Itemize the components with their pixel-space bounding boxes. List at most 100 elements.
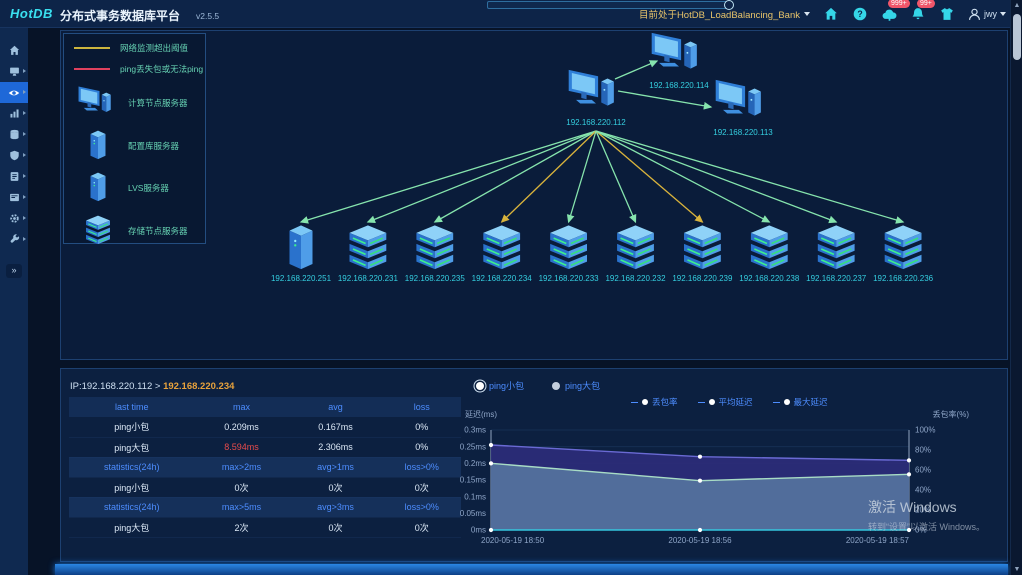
svg-text:80%: 80% [915, 446, 931, 455]
node-ip-label: 192.168.220.113 [713, 128, 773, 137]
scrollbar-thumb[interactable] [1013, 14, 1021, 60]
cluster-selector[interactable]: 目前处于HotDB_LoadBalancing_Bank [639, 7, 810, 21]
server-node[interactable] [349, 225, 387, 270]
monitor-detail-panel: IP:192.168.220.112 > 192.168.220.234 las… [60, 368, 1008, 562]
question-icon: ? [853, 7, 867, 21]
scroll-down-icon[interactable]: ▼ [1013, 566, 1021, 573]
stats-row: ping大包 8.594ms 2.306ms 0% [69, 437, 461, 458]
svg-text:0.15ms: 0.15ms [460, 476, 486, 485]
compute-node[interactable] [715, 79, 761, 116]
wrench-icon [10, 234, 19, 243]
version-label: v2.5.5 [196, 11, 220, 21]
submenu-caret-icon [23, 153, 26, 157]
topology-panel: 192.168.220.112 192.168.220.114 192.168.22… [60, 30, 1008, 360]
scroll-up-icon[interactable]: ▲ [1013, 2, 1021, 9]
stats-cell: loss>0% [382, 497, 461, 518]
svg-text:40%: 40% [915, 486, 931, 495]
ping-stats-table: last time max avg loss ping小包 0.209ms 0.167ms… [69, 397, 461, 538]
submenu-caret-icon [23, 174, 26, 178]
radio-ping-small[interactable]: ping小包 [476, 379, 524, 392]
sidebar-item-charts[interactable] [0, 103, 28, 124]
svg-text:0%: 0% [915, 526, 927, 535]
sidebar-item-console[interactable] [0, 187, 28, 208]
server-node[interactable] [817, 225, 855, 270]
svg-text:0ms: 0ms [471, 526, 486, 535]
theme-button[interactable] [939, 6, 955, 22]
svg-text:延迟(ms): 延迟(ms) [465, 409, 497, 419]
legend-loss-rate[interactable]: 丢包率 [631, 396, 678, 408]
sidebar-collapse-button[interactable]: » [6, 264, 22, 278]
node-ip-label: 192.168.220.234 [472, 274, 533, 283]
legend-label: 配置库服务器 [128, 141, 180, 151]
server-node[interactable] [884, 225, 922, 270]
svg-text:2020-05-19 18:57: 2020-05-19 18:57 [846, 536, 910, 545]
bell-icon [912, 8, 924, 20]
server-node[interactable] [617, 225, 654, 270]
server-node[interactable] [750, 225, 788, 270]
submenu-caret-icon [23, 132, 26, 136]
home-button[interactable] [823, 6, 839, 22]
zoom-slider-knob[interactable] [724, 0, 734, 10]
monitor-icon [9, 67, 19, 76]
stats-cell: loss>0% [382, 457, 461, 478]
radio-selected-icon [476, 381, 484, 390]
node-ip-label: 192.168.220.235 [405, 274, 466, 283]
eye-icon [8, 90, 20, 95]
legend-avg-latency[interactable]: 平均延迟 [697, 396, 753, 408]
server-node[interactable] [416, 225, 454, 270]
cloud-icon [882, 9, 896, 21]
alerts-badge: 999+ [888, 0, 910, 8]
help-button[interactable]: ? [852, 6, 868, 22]
chevron-down-icon [804, 12, 810, 16]
node-ip-label: 192.168.220.232 [605, 274, 666, 283]
legend-item-threshold: 网络监测超出阈值 [74, 42, 188, 54]
sidebar-item-network-monitor[interactable] [0, 82, 28, 103]
stats-cell: 0% [382, 437, 461, 458]
node-ip-label: 192.168.220.251 [271, 274, 332, 283]
stats-row: statistics(24h) max>2ms avg>1ms loss>0% [69, 457, 461, 478]
compute-node[interactable] [651, 32, 697, 69]
node-ip-label: 192.168.220.231 [338, 274, 399, 283]
sidebar-item-tools[interactable] [0, 229, 28, 250]
node-ip-label: 192.168.220.233 [539, 274, 600, 283]
node-ip-label: 192.168.220.112 [566, 118, 626, 127]
screen-icon [9, 193, 19, 202]
sidebar-item-database[interactable] [0, 124, 28, 145]
radio-ping-large[interactable]: ping大包 [552, 379, 600, 392]
server-node[interactable] [483, 225, 521, 270]
topology-zoom-slider[interactable] [487, 0, 734, 10]
submenu-caret-icon [23, 69, 26, 73]
legend-label: 最大延迟 [793, 397, 828, 407]
svg-text:0.3ms: 0.3ms [464, 426, 486, 435]
legend-label: 网络监测超出阈值 [120, 43, 189, 53]
chart-legend: 丢包率 平均延迟 最大延迟 [631, 396, 828, 408]
vertical-scrollbar[interactable]: ▲ ▼ [1010, 0, 1022, 575]
alerts-button[interactable]: 999+ [881, 0, 910, 22]
svg-text:0.05ms: 0.05ms [460, 509, 486, 518]
node-ip-label: 192.168.220.114 [649, 81, 709, 90]
sidebar-item-monitor[interactable] [0, 61, 28, 82]
legend-label: 计算节点服务器 [128, 98, 188, 108]
stats-cell: ping小包 [69, 417, 195, 438]
server-node[interactable] [684, 225, 721, 270]
stats-cell: 0次 [382, 477, 461, 498]
sidebar-item-home[interactable] [0, 40, 28, 61]
sidebar-item-tasks[interactable] [0, 166, 28, 187]
notifications-button[interactable]: 99+ [910, 0, 935, 22]
stats-row: ping小包 0次 0次 0次 [69, 477, 461, 498]
sidebar-nav: » [0, 28, 28, 575]
server-node[interactable] [289, 225, 313, 270]
sidebar-item-settings[interactable] [0, 208, 28, 229]
server-node[interactable] [550, 225, 587, 270]
table-header-row: last time max avg loss [69, 397, 461, 417]
legend-max-latency[interactable]: 最大延迟 [772, 396, 828, 408]
gear-icon [9, 214, 19, 223]
legend-dot-icon [783, 399, 790, 405]
stats-cell: 0次 [288, 477, 383, 498]
svg-text:60%: 60% [915, 466, 931, 475]
user-menu[interactable]: jwy [968, 8, 1006, 21]
target-ip: 192.168.220.234 [163, 381, 235, 392]
svg-text:0.25ms: 0.25ms [460, 442, 486, 451]
compute-node[interactable] [568, 69, 614, 106]
sidebar-item-security[interactable] [0, 145, 28, 166]
